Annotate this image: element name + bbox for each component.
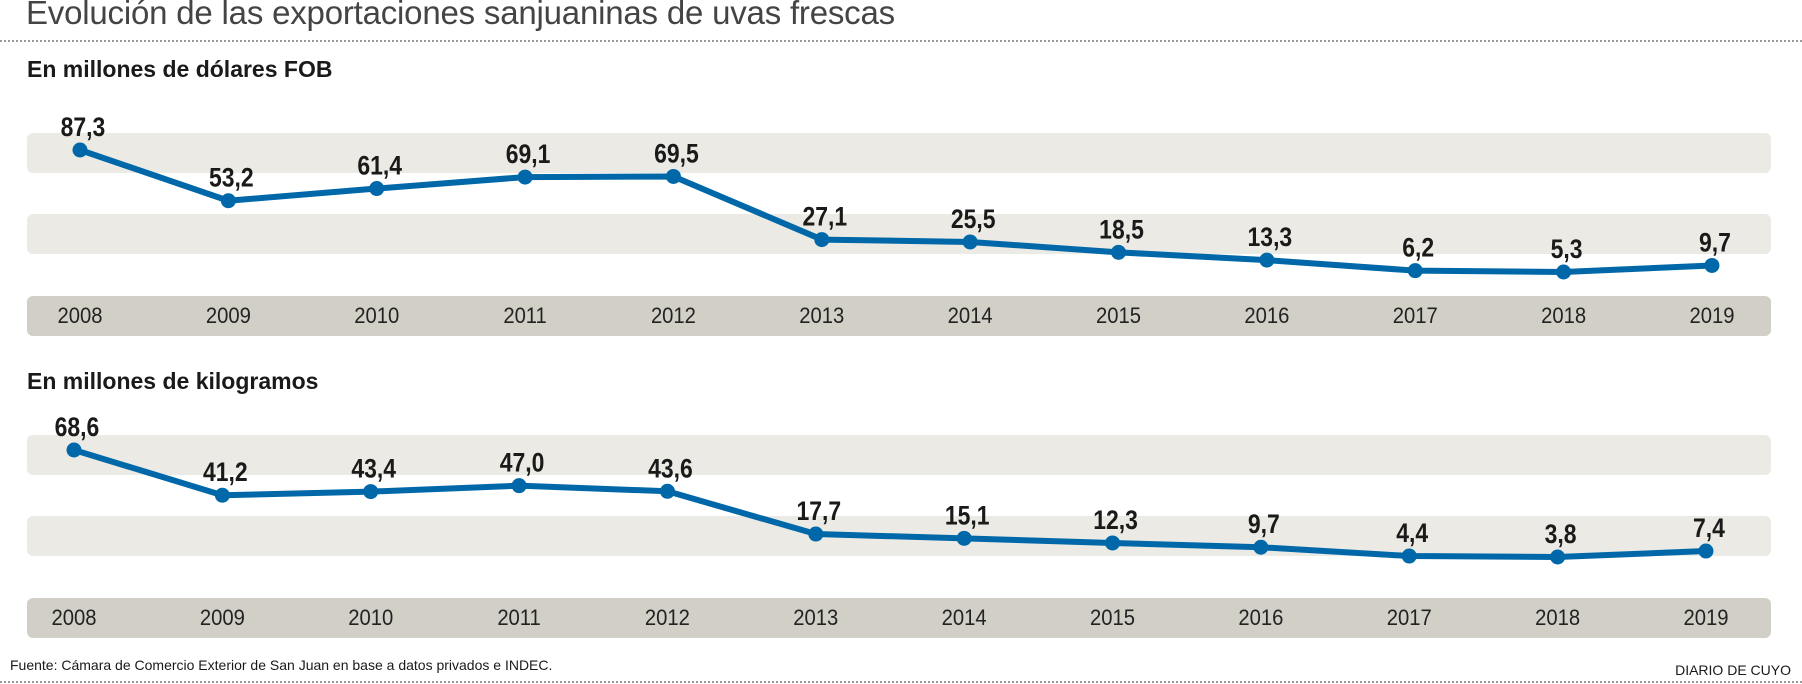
data-point — [214, 487, 230, 503]
brand-label: DIARIO DE CUYO — [1675, 662, 1791, 678]
data-point — [814, 232, 830, 248]
data-point — [66, 442, 82, 458]
data-label: 15,1 — [945, 501, 990, 531]
x-axis-band — [27, 598, 1771, 638]
footer-divider — [0, 681, 1802, 683]
data-point — [1259, 252, 1275, 268]
series-line — [71, 447, 1709, 560]
data-label: 5,3 — [1551, 234, 1583, 264]
x-tick-label: 2014 — [942, 606, 987, 630]
x-tick-label: 2015 — [1096, 304, 1141, 328]
x-tick-label: 2013 — [793, 606, 838, 630]
data-label: 43,4 — [351, 454, 396, 484]
data-point — [1550, 549, 1566, 565]
data-label: 27,1 — [802, 202, 847, 232]
data-label: 17,7 — [796, 496, 841, 526]
background-band-1 — [27, 435, 1771, 475]
data-point — [962, 234, 978, 250]
data-label: 41,2 — [203, 458, 248, 488]
data-label: 13,3 — [1248, 222, 1293, 252]
chart-1-subtitle: En millones de dólares FOB — [27, 56, 333, 82]
data-point — [220, 193, 236, 209]
x-tick-label: 2014 — [948, 304, 993, 328]
data-point — [517, 169, 533, 185]
x-tick-label: 2017 — [1387, 606, 1432, 630]
data-label: 9,7 — [1248, 510, 1280, 540]
chart-usd-fob: 2008 2009 2010 2011 2012 2013 2014 2015 2016 2017… — [27, 112, 1771, 336]
x-tick-label: 2009 — [200, 606, 245, 630]
x-tick-label: 2019 — [1689, 304, 1734, 328]
data-point — [1105, 535, 1121, 551]
data-label: 4,4 — [1396, 518, 1428, 548]
data-point — [1698, 543, 1714, 559]
data-label: 6,2 — [1402, 233, 1434, 263]
x-tick-label: 2016 — [1238, 606, 1283, 630]
data-label: 68,6 — [55, 412, 100, 442]
title-divider — [0, 40, 1802, 42]
data-label: 9,7 — [1699, 228, 1731, 258]
data-label: 53,2 — [209, 163, 254, 193]
data-label: 47,0 — [500, 448, 545, 478]
data-point — [72, 142, 88, 158]
x-tick-label: 2010 — [348, 606, 393, 630]
x-tick-label: 2018 — [1541, 304, 1586, 328]
chart-kilograms: 2008 2009 2010 2011 2012 2013 2014 2015 2016 2017… — [27, 412, 1771, 638]
background-band-1 — [27, 133, 1771, 173]
data-label: 12,3 — [1093, 505, 1138, 535]
data-point — [511, 478, 527, 494]
data-label: 25,5 — [951, 204, 996, 234]
data-label: 7,4 — [1693, 513, 1725, 543]
x-tick-label: 2013 — [799, 304, 844, 328]
x-tick-label: 2018 — [1535, 606, 1580, 630]
x-tick-label: 2009 — [206, 304, 251, 328]
data-point — [1401, 548, 1417, 564]
data-label: 18,5 — [1099, 215, 1144, 245]
series-line — [77, 147, 1715, 275]
chart-title: Evolución de las exportaciones sanjuanin… — [26, 0, 895, 31]
source-note: Fuente: Cámara de Comercio Exterior de S… — [10, 657, 553, 673]
chart-2-subtitle: En millones de kilogramos — [27, 368, 319, 394]
data-label: 3,8 — [1545, 519, 1577, 549]
x-tick-label: 2008 — [51, 606, 96, 630]
x-tick-label: 2010 — [354, 304, 399, 328]
data-point — [1704, 257, 1720, 273]
data-point — [956, 530, 972, 546]
x-tick-label: 2011 — [503, 304, 547, 328]
data-point — [363, 484, 379, 500]
data-point — [808, 526, 824, 542]
data-label: 43,6 — [648, 454, 693, 484]
x-tick-label: 2011 — [497, 606, 541, 630]
x-tick-label: 2015 — [1090, 606, 1135, 630]
x-tick-label: 2008 — [57, 304, 102, 328]
x-tick-label: 2016 — [1244, 304, 1289, 328]
data-label: 69,1 — [506, 139, 551, 169]
x-tick-label: 2012 — [645, 606, 690, 630]
data-point — [1253, 539, 1269, 555]
data-point — [665, 168, 681, 184]
x-axis-band — [27, 296, 1771, 336]
data-label: 87,3 — [61, 112, 106, 142]
x-tick-label: 2019 — [1683, 606, 1728, 630]
data-point — [659, 483, 675, 499]
x-tick-label: 2012 — [651, 304, 696, 328]
data-label: 61,4 — [357, 151, 402, 181]
data-point — [1407, 263, 1423, 279]
data-point — [1111, 244, 1127, 260]
x-tick-label: 2017 — [1393, 304, 1438, 328]
data-point — [1556, 264, 1572, 280]
data-point — [369, 181, 385, 197]
background-band-2 — [27, 214, 1771, 254]
data-label: 69,5 — [654, 139, 699, 169]
